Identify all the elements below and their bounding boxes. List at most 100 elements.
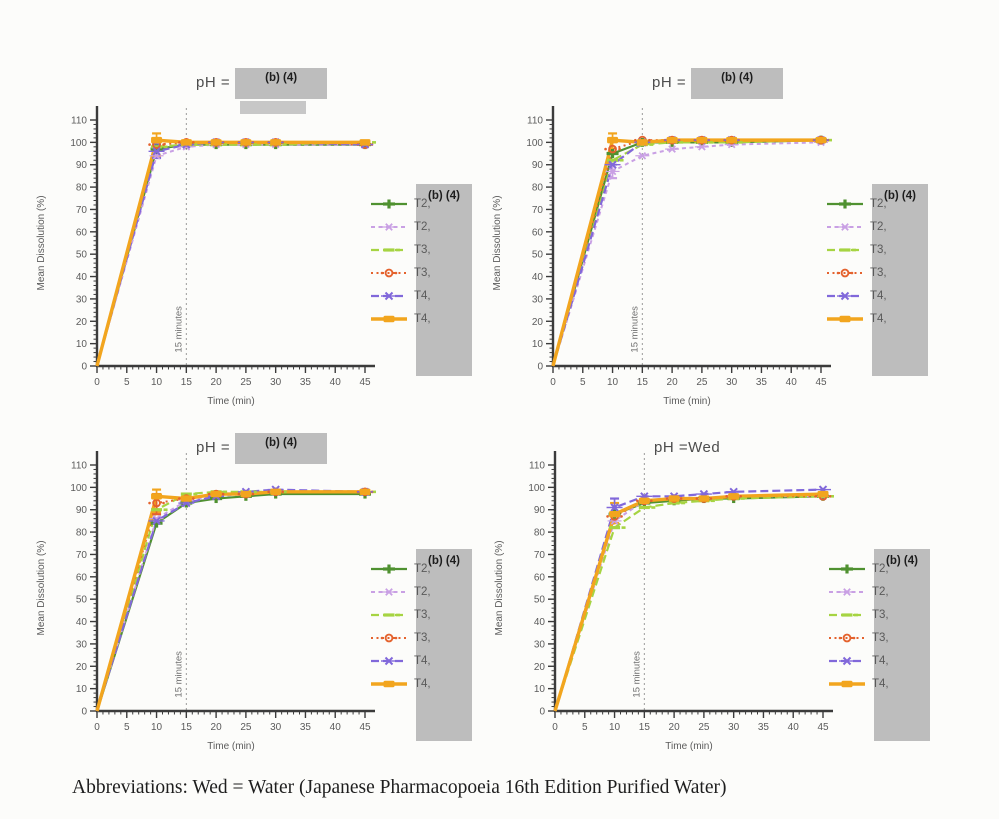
title-redaction-box: (b) (4)	[235, 68, 328, 99]
legend-item: T2,	[826, 215, 956, 238]
series-line-T2	[554, 495, 823, 712]
series-line-T4	[95, 490, 365, 712]
x-tick-label: 30	[270, 722, 282, 733]
reference-line-label: 15 minutes	[629, 306, 640, 353]
x-tick-label: 5	[582, 722, 588, 733]
y-tick-label: 70	[532, 205, 544, 216]
legend-label: T4,	[872, 654, 889, 667]
y-axis-label: Mean Dissolution (%)	[36, 195, 47, 290]
legend-label: T4,	[414, 677, 431, 690]
legend-key-icon	[371, 680, 407, 687]
legend-item: T4,	[370, 307, 500, 330]
chart-legend: (b) (4) T2, T2, T3, T3, T4, T4,	[370, 549, 500, 741]
series-line-T4	[553, 492, 824, 712]
chart-legend: (b) (4) T2, T2, T3, T3, T4, T4,	[828, 549, 958, 741]
y-tick-label: 10	[532, 339, 544, 350]
legend-item: T3,	[828, 626, 958, 649]
x-tick-label: 35	[758, 722, 770, 733]
legend-key-icon	[827, 247, 863, 252]
series-line-T4	[553, 488, 824, 712]
y-tick-label: 90	[534, 505, 546, 516]
legend-label: T2,	[872, 585, 889, 598]
x-tick-label: 15	[181, 722, 193, 733]
legend-label: T2,	[414, 562, 431, 575]
x-tick-label: 40	[786, 377, 798, 388]
y-tick-label: 90	[532, 160, 544, 171]
chart-title: pH = (b) (4)	[196, 433, 328, 464]
legend-label: T3,	[870, 266, 887, 279]
series-line-T2	[96, 490, 365, 712]
x-tick-label: 30	[728, 722, 740, 733]
legend-key-icon	[827, 315, 863, 322]
chart-title-text: pH =	[652, 74, 687, 91]
legend-key-icon	[829, 564, 865, 573]
reference-line-label: 15 minutes	[631, 651, 642, 698]
series-line-T4	[95, 488, 366, 712]
dissolution-chart: 15 minutes 0 10 20 30 40 50 60 70 80 90 100 110 0 5 10 1…	[492, 106, 832, 407]
y-tick-label: 70	[534, 550, 546, 561]
series-line-T3	[95, 141, 366, 367]
y-tick-label: 110	[527, 116, 543, 127]
y-tick-label: 10	[76, 339, 88, 350]
x-tick-label: 20	[211, 722, 223, 733]
legend-items: T2, T2, T3, T3, T4, T4,	[370, 557, 500, 695]
legend-key-icon	[371, 564, 407, 573]
y-tick-label: 80	[76, 183, 88, 194]
y-tick-label: 0	[81, 362, 87, 373]
legend-key-icon	[371, 268, 407, 277]
legend-items: T2, T2, T3, T3, T4, T4,	[828, 557, 958, 695]
legend-item: T4,	[370, 649, 500, 672]
series-line-T3	[552, 139, 821, 367]
chart-title: pH = (b) (4)	[652, 68, 784, 99]
series-line-T2	[95, 492, 365, 712]
legend-label: T4,	[414, 312, 431, 325]
y-tick-label: 50	[76, 595, 88, 606]
x-tick-label: 20	[669, 722, 681, 733]
legend-key-icon	[371, 656, 407, 665]
legend-redaction-box: (b) (4)	[416, 549, 472, 741]
legend-item: T2,	[828, 580, 958, 603]
y-tick-label: 30	[532, 294, 544, 305]
chart-title: pH = (b) (4)	[196, 68, 328, 114]
y-tick-label: 20	[76, 662, 88, 673]
legend-label: T3,	[414, 608, 431, 621]
series-line-T4	[551, 139, 821, 367]
legend-label: T2,	[870, 220, 887, 233]
x-tick-label: 15	[639, 722, 651, 733]
legend-item: T3,	[370, 603, 500, 626]
x-tick-label: 45	[359, 722, 371, 733]
dissolution-chart: 15 minutes 0 10 20 30 40 50 60 70 80 90 100 110 0 5 10 1…	[36, 106, 376, 407]
chart-title-text: pH =Wed	[654, 439, 721, 456]
legend-redaction-box: (b) (4)	[416, 184, 472, 376]
x-tick-label: 25	[240, 377, 252, 388]
x-axis-label: Time (min)	[665, 741, 712, 752]
chart-panel-top-left: pH = (b) (4) 15 minutes 0 10 20 30 40 50 60 70 80…	[18, 52, 518, 412]
y-tick-label: 80	[76, 528, 88, 539]
y-axis-label: Mean Dissolution (%)	[494, 540, 505, 635]
legend-key-icon	[371, 587, 407, 596]
chart-panel-bottom-right: pH =Wed 15 minutes 0 10 20 30 40 50 60 70 80 90 100…	[476, 397, 976, 757]
legend-key-icon	[371, 247, 407, 252]
series-line-T3	[553, 495, 824, 712]
legend-item: T3,	[370, 238, 500, 261]
series-line-T2	[551, 139, 822, 367]
legend-item: T3,	[370, 626, 500, 649]
legend-label: T3,	[414, 266, 431, 279]
x-axis-label: Time (min)	[207, 741, 254, 752]
x-axis-label: Time (min)	[663, 396, 710, 407]
legend-redaction-box: (b) (4)	[872, 184, 928, 376]
x-tick-label: 30	[726, 377, 738, 388]
legend-items: T2, T2, T3, T3, T4, T4,	[370, 192, 500, 330]
legend-key-icon	[827, 222, 863, 231]
series-line-T2	[95, 143, 365, 367]
y-tick-label: 100	[526, 138, 543, 149]
y-tick-label: 30	[534, 639, 546, 650]
legend-key-icon	[829, 587, 865, 596]
y-tick-label: 40	[534, 617, 546, 628]
chart-panel-top-right: pH = (b) (4) 15 minutes 0 10 20 30 40 50 60 70 80…	[474, 52, 974, 412]
x-tick-label: 10	[151, 722, 163, 733]
legend-label: T4,	[872, 677, 889, 690]
legend-label: T2,	[414, 585, 431, 598]
x-tick-label: 10	[151, 377, 163, 388]
title-redaction-box-secondary	[240, 101, 307, 114]
